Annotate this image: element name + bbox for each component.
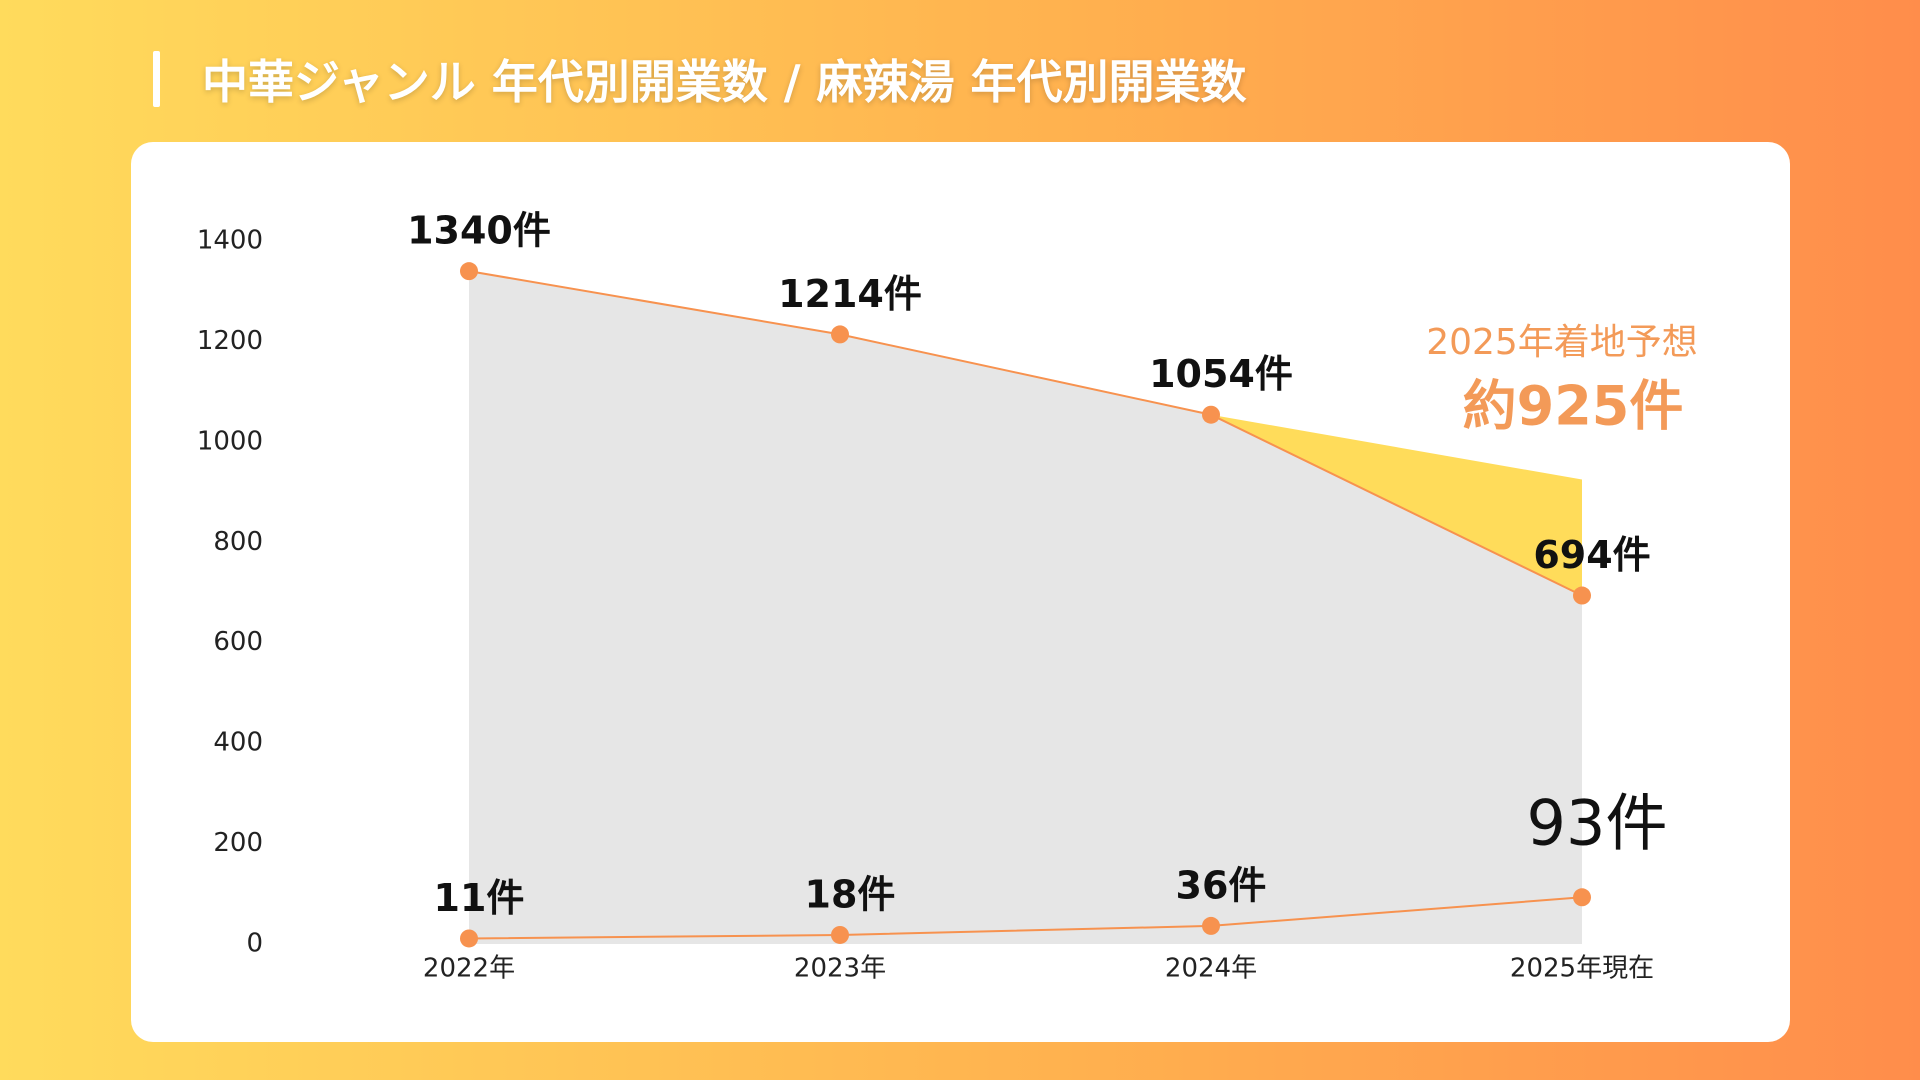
data-label: 11件 (434, 876, 525, 920)
chart-title: 中華ジャンル 年代別開業数 / 麻辣湯 年代別開業数 (202, 55, 1247, 109)
x-tick-label: 2024年 (1165, 954, 1257, 984)
data-label: 1340件 (407, 209, 551, 253)
data-point (831, 925, 849, 944)
data-point (460, 929, 478, 948)
series-line (468, 896, 1583, 940)
y-tick-label: 800 (213, 527, 263, 557)
data-label: 18件 (805, 872, 896, 916)
data-label: 694件 (1533, 533, 1650, 577)
data-point (1202, 405, 1220, 424)
data-point (1573, 888, 1591, 907)
x-tick-label: 2023年 (794, 954, 886, 984)
series-line (468, 270, 1583, 597)
data-label: 36件 (1176, 863, 1267, 907)
forecast-title: 2025年着地予想 (1426, 322, 1698, 363)
y-tick-label: 600 (213, 627, 263, 657)
y-tick-label: 200 (213, 828, 263, 858)
data-point (1202, 916, 1220, 935)
data-label: 1214件 (778, 272, 922, 316)
data-point (460, 262, 478, 281)
y-tick-label: 0 (246, 929, 263, 959)
y-tick-label: 1200 (197, 326, 263, 356)
data-label: 93件 (1527, 786, 1668, 859)
data-point (831, 325, 849, 344)
x-tick-label: 2022年 (423, 954, 515, 984)
title-bar (153, 51, 160, 107)
y-tick-label: 1000 (197, 426, 263, 456)
y-tick-label: 1400 (197, 226, 263, 256)
area (469, 271, 1582, 945)
data-label: 1054件 (1149, 352, 1293, 396)
y-tick-label: 400 (213, 728, 263, 758)
data-point (1573, 586, 1591, 605)
forecast-label: 約925件 (1463, 375, 1684, 438)
x-tick-label: 2025年現在 (1510, 954, 1654, 984)
